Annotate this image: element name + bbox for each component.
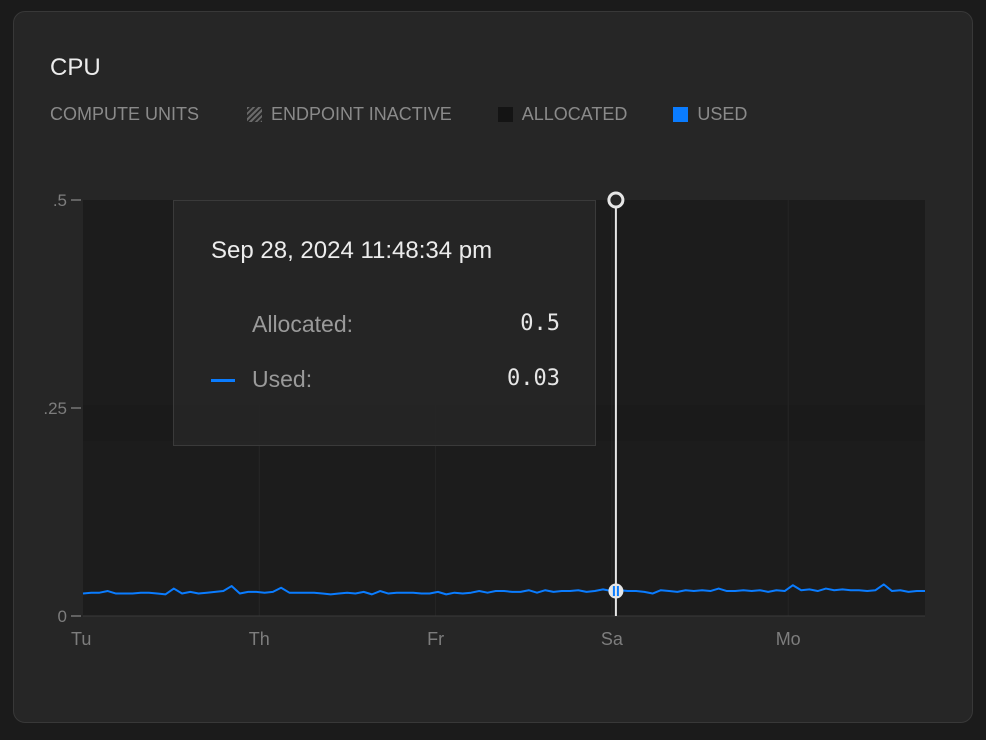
used-cursor-inner <box>612 586 615 597</box>
x-tick-label: Tu <box>71 629 91 649</box>
used-cursor-marker <box>608 583 624 599</box>
legend-item-used[interactable]: USED <box>673 104 747 125</box>
y-tick-label: .5 <box>53 191 67 210</box>
legend-item-endpoint-inactive[interactable]: ENDPOINT INACTIVE <box>247 104 452 125</box>
used-swatch-icon <box>673 107 689 122</box>
legend-unit: COMPUTE UNITS <box>50 104 199 125</box>
tooltip-date: Sep 28, 2024 11:48:34 pm <box>211 237 493 264</box>
chart-title: CPU <box>50 54 101 81</box>
used-line-icon <box>211 379 235 382</box>
tooltip: Sep 28, 2024 11:48:34 pm Allocated: 0.5 … <box>173 200 596 446</box>
legend-label: USED <box>697 104 748 124</box>
allocated-swatch-icon <box>497 107 513 122</box>
hatch-swatch-icon <box>247 107 263 122</box>
x-tick-label: Mo <box>776 629 801 649</box>
x-tick-label: Fr <box>427 629 444 649</box>
legend-item-allocated[interactable]: ALLOCATED <box>497 104 628 125</box>
tooltip-value: 0.03 <box>507 366 560 391</box>
unit-label: COMPUTE UNITS <box>50 104 200 124</box>
x-tick-label: Sa <box>601 629 624 649</box>
used-cursor-inner <box>616 586 619 597</box>
x-tick-label: Th <box>249 629 270 649</box>
allocated-cursor-marker <box>607 191 625 209</box>
tooltip-label: Used: <box>252 366 313 392</box>
tooltip-label: Allocated: <box>252 311 354 337</box>
y-tick-label: 0 <box>58 607 67 626</box>
legend: COMPUTE UNITS ENDPOINT INACTIVE ALLOCATE… <box>50 104 793 125</box>
legend-label: ENDPOINT INACTIVE <box>271 104 452 124</box>
y-tick-label: .25 <box>43 399 67 418</box>
legend-label: ALLOCATED <box>521 104 628 124</box>
tooltip-value: 0.5 <box>520 311 560 336</box>
